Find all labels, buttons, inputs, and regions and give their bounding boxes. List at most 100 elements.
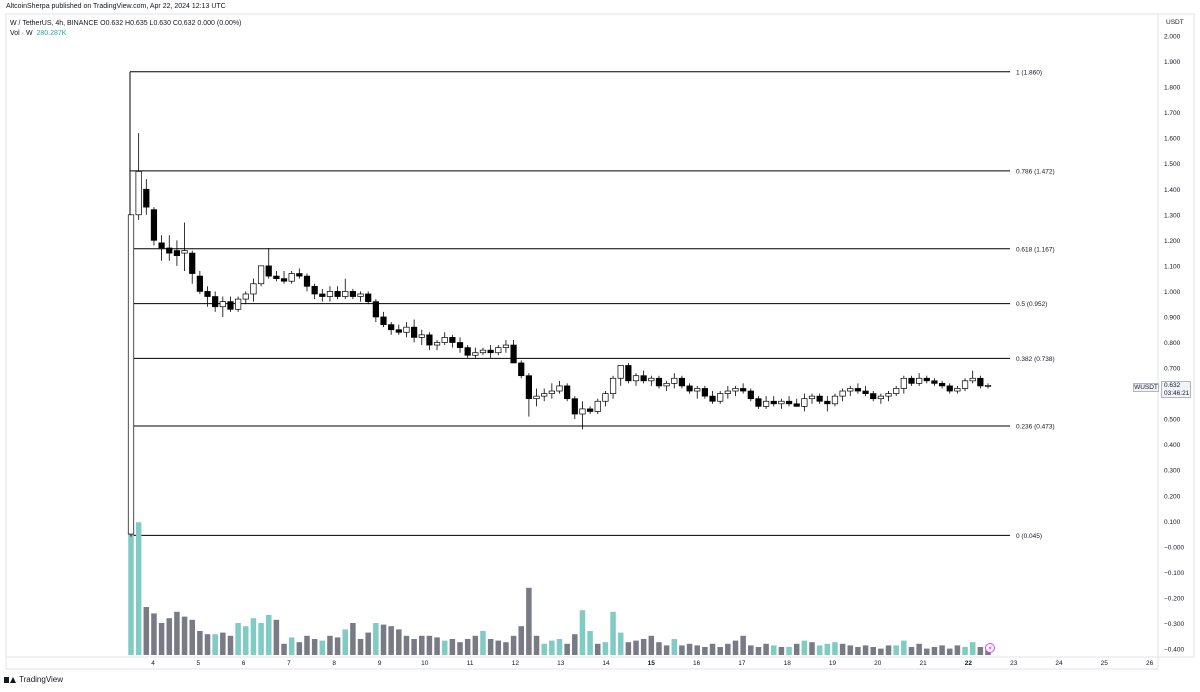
candle-body[interactable] xyxy=(694,388,701,392)
candle-body[interactable] xyxy=(219,301,226,308)
candle-body[interactable] xyxy=(273,275,280,279)
candle-body[interactable] xyxy=(587,408,594,412)
candle-body[interactable] xyxy=(594,400,601,412)
candle-body[interactable] xyxy=(908,377,915,384)
candle-body[interactable] xyxy=(801,398,808,407)
candle-body[interactable] xyxy=(189,252,196,274)
candle-body[interactable] xyxy=(250,283,257,295)
candle-body[interactable] xyxy=(762,400,770,407)
candle-body[interactable] xyxy=(946,385,953,392)
candle-body[interactable] xyxy=(602,393,609,402)
candle-body[interactable] xyxy=(502,344,510,348)
candle-body[interactable] xyxy=(916,377,923,384)
tradingview-footer[interactable]: TradingView xyxy=(4,675,63,684)
candle-body[interactable] xyxy=(518,362,525,377)
candle-body[interactable] xyxy=(525,375,532,400)
candle-body[interactable] xyxy=(632,375,640,382)
candle-body[interactable] xyxy=(456,342,464,348)
candle-body[interactable] xyxy=(365,293,372,302)
candle-body[interactable] xyxy=(334,291,341,297)
lightning-icon[interactable] xyxy=(985,643,995,653)
candle-body[interactable] xyxy=(395,329,402,333)
candle-body[interactable] xyxy=(158,242,165,249)
candle-body[interactable] xyxy=(785,400,793,405)
candle-body[interactable] xyxy=(303,275,311,287)
candle-body[interactable] xyxy=(357,293,364,297)
candle-body[interactable] xyxy=(755,398,762,407)
candle-body[interactable] xyxy=(571,398,578,415)
candle-body[interactable] xyxy=(770,400,777,405)
candle-body[interactable] xyxy=(135,171,142,216)
candle-body[interactable] xyxy=(495,347,502,354)
candle-body[interactable] xyxy=(678,377,686,387)
candle-body[interactable] xyxy=(847,388,854,392)
candle-body[interactable] xyxy=(204,291,211,297)
candle-body[interactable] xyxy=(235,298,242,310)
candle-body[interactable] xyxy=(472,352,479,356)
candle-body[interactable] xyxy=(265,265,272,277)
candle-body[interactable] xyxy=(839,390,846,397)
candle-body[interactable] xyxy=(296,273,303,277)
candle-body[interactable] xyxy=(479,349,487,354)
price-axis[interactable] xyxy=(1157,13,1195,658)
candle-body[interactable] xyxy=(893,388,900,394)
candle-body[interactable] xyxy=(411,326,418,338)
candle-body[interactable] xyxy=(663,383,670,387)
candle-body[interactable] xyxy=(877,395,884,400)
candle-body[interactable] xyxy=(380,316,387,325)
candle-body[interactable] xyxy=(196,275,203,292)
candle-body[interactable] xyxy=(831,395,839,405)
candle-body[interactable] xyxy=(326,291,334,297)
candle-body[interactable] xyxy=(487,349,494,354)
candle-body[interactable] xyxy=(655,377,663,387)
candle-body[interactable] xyxy=(640,375,647,382)
candle-body[interactable] xyxy=(288,273,295,282)
candle-body[interactable] xyxy=(709,395,716,402)
candle-body[interactable] xyxy=(954,388,961,392)
candle-body[interactable] xyxy=(510,344,517,364)
candle-body[interactable] xyxy=(885,393,892,397)
candle-body[interactable] xyxy=(403,326,410,333)
candle-body[interactable] xyxy=(464,347,471,356)
candle-body[interactable] xyxy=(816,395,823,402)
candle-body[interactable] xyxy=(541,393,548,397)
candle-body[interactable] xyxy=(433,342,441,346)
candle-body[interactable] xyxy=(984,385,992,387)
candle-body[interactable] xyxy=(372,301,379,318)
candle-body[interactable] xyxy=(441,337,448,343)
candle-body[interactable] xyxy=(166,247,173,254)
candle-body[interactable] xyxy=(686,385,693,392)
candle-body[interactable] xyxy=(977,377,984,387)
candle-body[interactable] xyxy=(426,334,433,346)
time-axis[interactable] xyxy=(5,656,1159,670)
candle-body[interactable] xyxy=(724,390,731,394)
candle-body[interactable] xyxy=(778,400,785,405)
candle-body[interactable] xyxy=(931,380,938,384)
candle-body[interactable] xyxy=(181,250,188,254)
candle-body[interactable] xyxy=(732,388,739,392)
candle-body[interactable] xyxy=(556,385,563,392)
candle-body[interactable] xyxy=(870,393,877,400)
candle-body[interactable] xyxy=(701,388,708,397)
candle-body[interactable] xyxy=(923,377,930,382)
candle-body[interactable] xyxy=(717,393,724,402)
candle-body[interactable] xyxy=(418,334,425,338)
candle-body[interactable] xyxy=(349,291,357,297)
candle-body[interactable] xyxy=(648,377,655,382)
candle-body[interactable] xyxy=(862,390,869,394)
candle-body[interactable] xyxy=(609,377,617,394)
candle-body[interactable] xyxy=(449,337,456,343)
candle-body[interactable] xyxy=(747,390,754,400)
candle-body[interactable] xyxy=(793,403,800,407)
candle-body[interactable] xyxy=(150,209,158,241)
candle-body[interactable] xyxy=(617,365,624,379)
candle-body[interactable] xyxy=(257,265,265,285)
candle-body[interactable] xyxy=(740,388,747,392)
candle-body[interactable] xyxy=(342,291,349,297)
candle-body[interactable] xyxy=(548,390,555,394)
candle-body[interactable] xyxy=(961,380,969,389)
candle-body[interactable] xyxy=(824,400,831,405)
candle-body[interactable] xyxy=(579,408,586,415)
symbol-legend[interactable]: W / TetherUS, 4h, BINANCE O0.632 H0.635 … xyxy=(10,20,242,27)
